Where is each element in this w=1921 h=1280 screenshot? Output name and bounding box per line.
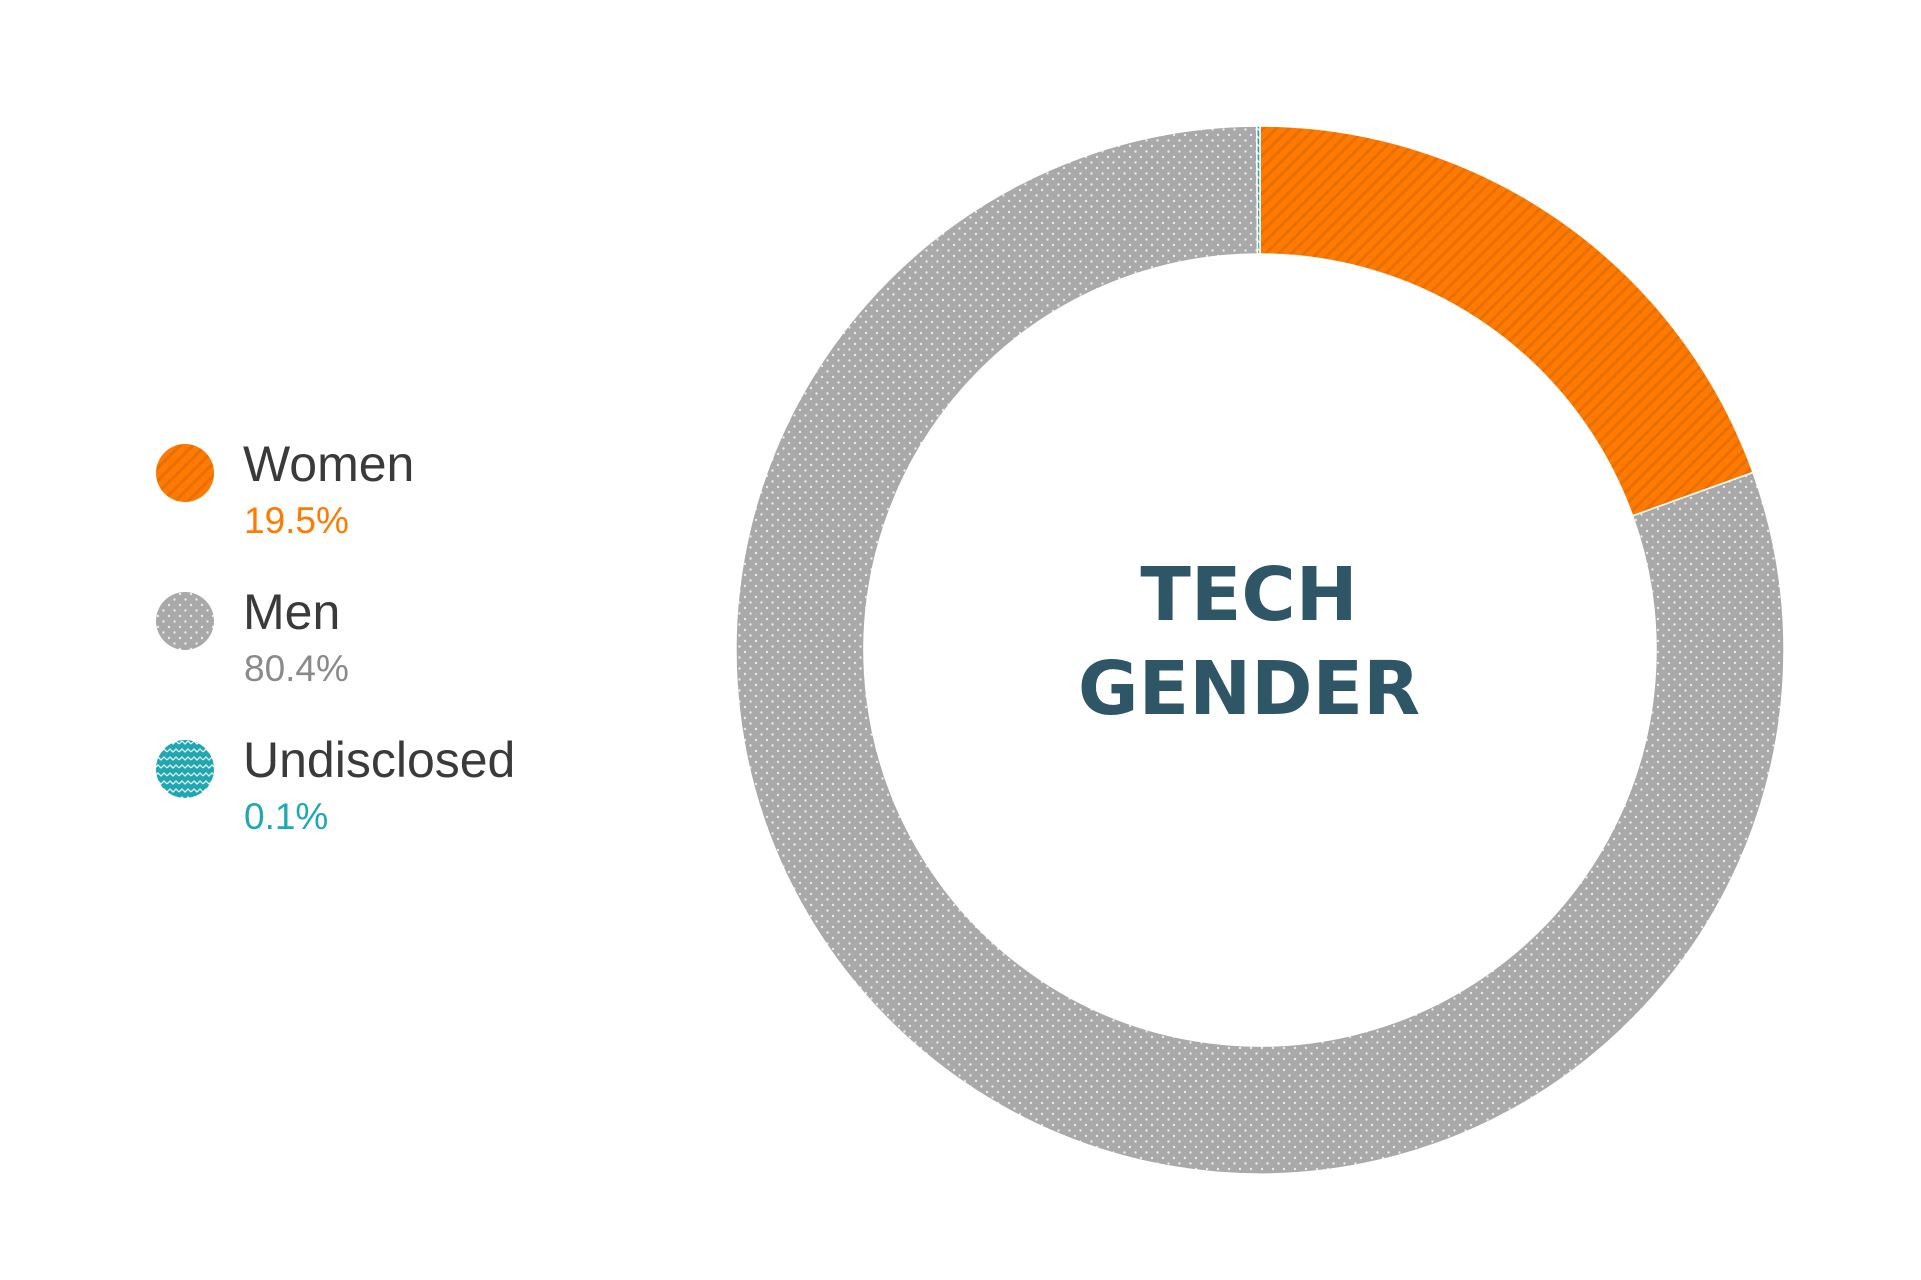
legend-label-women: Women: [243, 436, 415, 492]
legend-item-women: Women 19.5%: [155, 436, 675, 588]
legend-value-undisclosed: 0.1%: [244, 796, 329, 837]
legend-label-men: Men: [243, 584, 341, 640]
legend-value-women: 19.5%: [244, 500, 349, 541]
chart-title: TECH GENDER: [1054, 548, 1444, 736]
slice-men: [735, 125, 1785, 1175]
swatch-undisclosed: [156, 740, 214, 798]
slice-women: [1259, 125, 1754, 517]
slice-undisclosed: [1255, 125, 1261, 255]
women-swatch-icon: [155, 443, 215, 503]
undisclosed-swatch-icon: [155, 739, 215, 799]
legend-label-undisclosed: Undisclosed: [243, 732, 516, 788]
legend-item-men: Men 80.4%: [155, 584, 675, 736]
legend-value-men: 80.4%: [244, 648, 349, 689]
legend-item-undisclosed: Undisclosed 0.1%: [155, 732, 675, 884]
swatch-women: [156, 444, 214, 502]
chart-title-line-2: GENDER: [1077, 646, 1421, 732]
chart-title-line-1: TECH: [1140, 552, 1358, 638]
men-swatch-icon: [155, 591, 215, 651]
slices: [735, 125, 1785, 1175]
swatch-men: [156, 592, 214, 650]
legend: Women 19.5% Men 80.4% Undisclosed 0.1%: [155, 436, 675, 884]
donut-chart: [735, 125, 1785, 1175]
